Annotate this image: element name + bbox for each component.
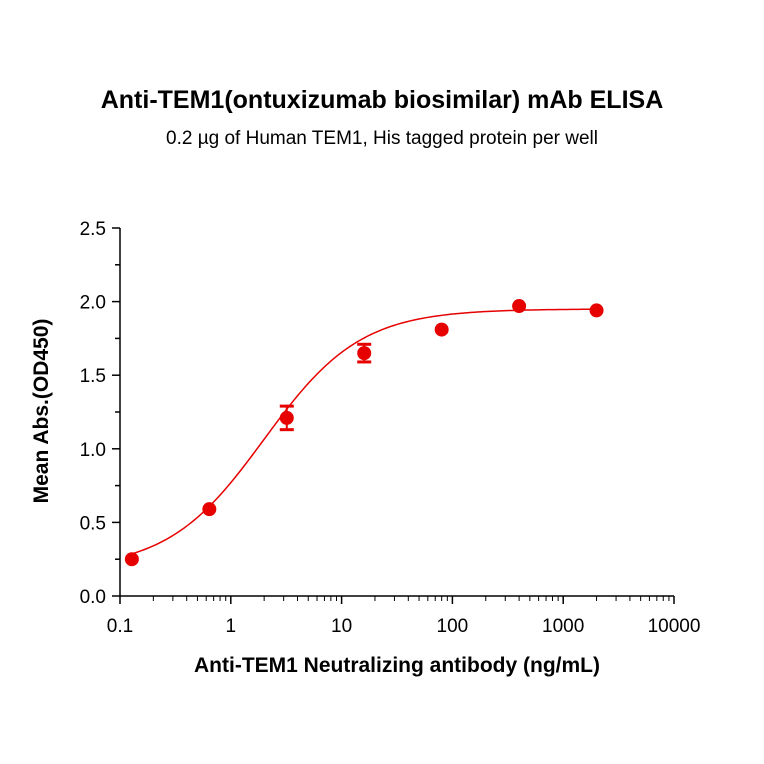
y-tick-label: 0.0 (80, 587, 106, 608)
data-point (124, 552, 139, 567)
chart-title: Anti-TEM1(ontuxizumab biosimilar) mAb EL… (100, 86, 664, 114)
x-tick-label: 1 (226, 616, 237, 637)
y-tick-label: 2.5 (80, 219, 106, 240)
x-axis-label: Anti-TEM1 Neutralizing antibody (ng/mL) (194, 654, 600, 677)
data-points-group (124, 299, 604, 567)
data-point (357, 346, 372, 361)
y-tick-label: 2.0 (80, 293, 106, 314)
x-tick-label: 10 (331, 616, 352, 637)
x-tick-label: 0.1 (107, 616, 133, 637)
y-tick-label: 1.5 (80, 366, 106, 387)
data-point (279, 410, 294, 425)
x-tick-label: 10000 (648, 616, 701, 637)
y-axis-label: Mean Abs.(OD450) (30, 319, 53, 504)
y-tick-label: 1.0 (80, 440, 106, 461)
data-point (434, 322, 449, 337)
x-tick-label: 1000 (542, 616, 584, 637)
x-tick-label: 100 (437, 616, 469, 637)
data-point (512, 299, 527, 314)
y-tick-label: 0.5 (80, 513, 106, 534)
data-point (202, 502, 217, 517)
axes: 0.0 0.5 1.0 1.5 2.0 2.5 0.1 1 10 100 1000 10000 (80, 219, 701, 637)
data-point (589, 303, 604, 318)
chart-subtitle: 0.2 µg of Human TEM1, His tagged protein… (166, 128, 598, 149)
